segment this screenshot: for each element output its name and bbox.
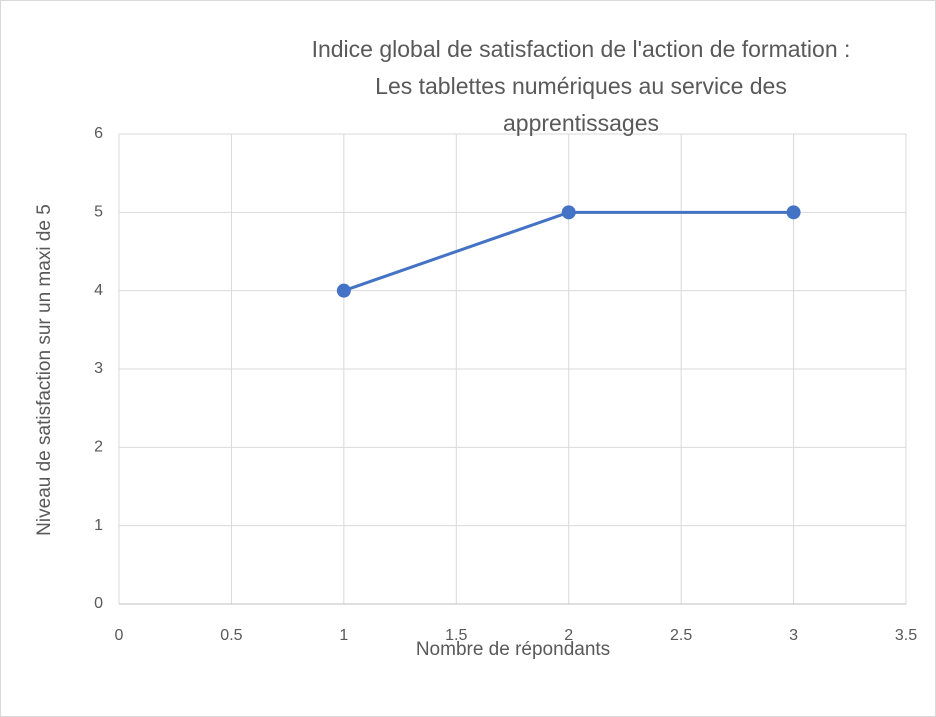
y-axis-label: Niveau de satisfaction sur un maxi de 5	[34, 204, 55, 536]
x-tick-label: 2	[564, 627, 573, 644]
x-tick-label: 0.5	[220, 627, 242, 644]
y-tick-label: 0	[94, 595, 103, 612]
x-tick-label: 3.5	[895, 627, 917, 644]
y-tick-label: 2	[94, 439, 103, 456]
y-tick-label: 6	[94, 125, 103, 142]
y-tick-label: 3	[94, 360, 103, 377]
data-point	[336, 283, 351, 298]
x-tick-label: 1.5	[445, 627, 467, 644]
x-tick-label: 3	[789, 627, 798, 644]
chart-title: Indice global de satisfaction de l'actio…	[311, 36, 851, 136]
x-tick-label: 0	[115, 627, 124, 644]
x-tick-label: 1	[339, 627, 348, 644]
data-point	[561, 205, 576, 220]
x-tick-label: 2.5	[670, 627, 692, 644]
y-tick-label: 5	[94, 204, 103, 221]
y-tick-label: 4	[94, 282, 103, 299]
y-tick-label: 1	[94, 517, 103, 534]
x-axis-label: Nombre de répondants	[416, 639, 610, 660]
data-point	[786, 205, 801, 220]
